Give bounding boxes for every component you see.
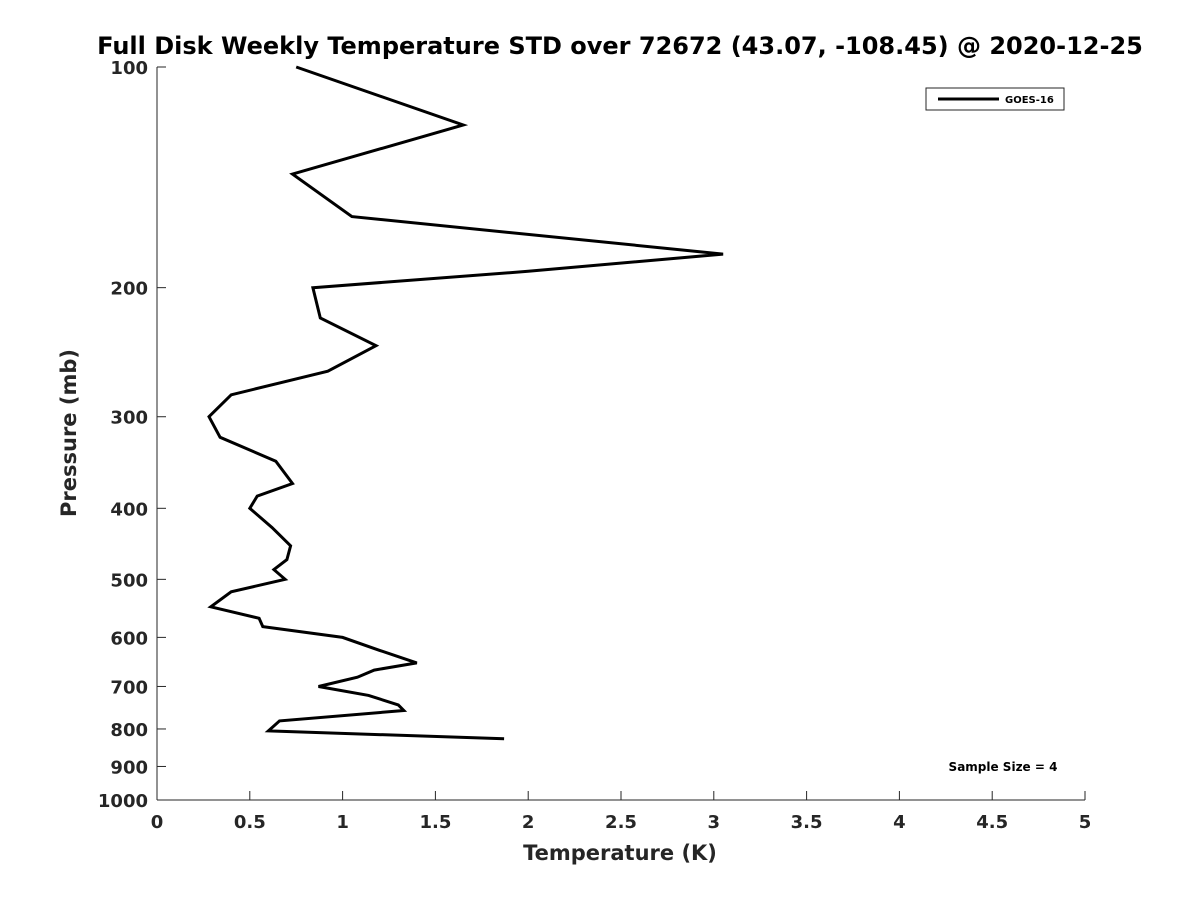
x-tick-label: 1 <box>336 812 349 833</box>
y-tick-label: 600 <box>110 628 148 649</box>
y-axis-ticks: 100 200 300 400 500 600 700 800 900 1000 <box>98 58 166 812</box>
y-tick-label: 800 <box>110 720 148 741</box>
x-tick-label: 4 <box>893 812 906 833</box>
y-tick-label: 900 <box>110 757 148 778</box>
series-layer <box>207 65 724 741</box>
x-tick-label: 2.5 <box>605 812 637 833</box>
y-tick-label: 300 <box>110 408 148 429</box>
x-tick-label: 3 <box>708 812 721 833</box>
y-tick-label: 1000 <box>98 791 148 812</box>
x-tick-label: 0.5 <box>234 812 266 833</box>
y-axis-label: Pressure (mb) <box>57 349 81 517</box>
x-tick-label: 5 <box>1079 812 1092 833</box>
x-axis-ticks: 0 0.5 1 1.5 2 2.5 3 3.5 4 4.5 5 <box>151 791 1092 833</box>
y-tick-label: 100 <box>110 58 148 79</box>
y-tick-label: 500 <box>110 570 148 591</box>
x-tick-label: 2 <box>522 812 535 833</box>
x-axis-label: Temperature (K) <box>523 841 717 865</box>
sample-size-annotation: Sample Size = 4 <box>949 760 1058 774</box>
legend: GOES-16 <box>925 87 1065 111</box>
series-line-goes-16 <box>207 65 724 741</box>
x-tick-label: 1.5 <box>419 812 451 833</box>
chart-title: Full Disk Weekly Temperature STD over 72… <box>97 32 1143 60</box>
legend-label-goes-16: GOES-16 <box>1005 95 1054 106</box>
y-tick-label: 200 <box>110 279 148 300</box>
x-tick-label: 3.5 <box>791 812 823 833</box>
y-tick-label: 400 <box>110 499 148 520</box>
y-tick-label: 700 <box>110 677 148 698</box>
x-tick-label: 0 <box>151 812 164 833</box>
x-tick-label: 4.5 <box>976 812 1008 833</box>
